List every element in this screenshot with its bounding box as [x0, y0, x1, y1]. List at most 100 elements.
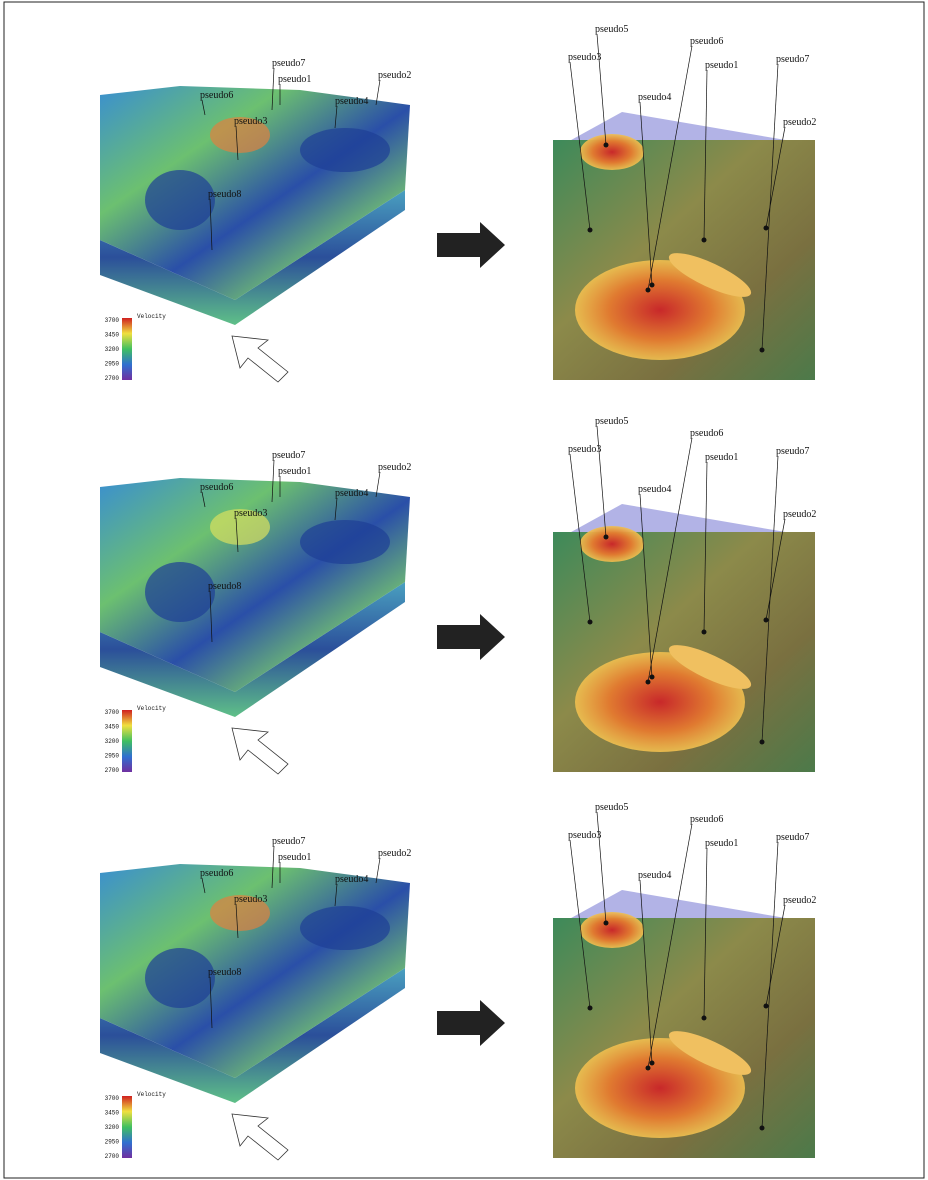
well-point [760, 1126, 765, 1131]
colorbar: Velocity37003450320029502700 [105, 313, 167, 382]
well-label: pseudo3 [568, 830, 601, 841]
well-point [702, 1016, 707, 1021]
colorbar-tick: 3450 [105, 332, 120, 339]
well-label: pseudo8 [208, 581, 241, 592]
surface-high [580, 134, 644, 170]
well-label: pseudo5 [595, 416, 628, 427]
well-label: pseudo7 [776, 54, 809, 65]
well-point [588, 1006, 593, 1011]
well-label: pseudo7 [272, 450, 305, 461]
figure-row: Velocity 3700 3450 3200 2950 2700 pseudo6 pseud… [100, 416, 816, 774]
well-point [764, 1004, 769, 1009]
well-point [702, 630, 707, 635]
well-label: pseudo1 [705, 838, 738, 849]
transform-arrow [437, 1000, 505, 1046]
surface-high [580, 526, 644, 562]
well-label: pseudo6 [200, 90, 233, 101]
well-label: pseudo5 [595, 24, 628, 35]
colorbar-tick: 3200 [105, 346, 120, 353]
well-label: pseudo4 [335, 488, 368, 499]
colorbar: Velocity 3700 3450 3200 2950 2700 [105, 1091, 167, 1160]
colorbar-tick: 2950 [105, 1139, 120, 1146]
well-label: pseudo6 [200, 482, 233, 493]
well-point [588, 620, 593, 625]
colorbar-tick: 3700 [105, 317, 120, 324]
colorbar-tick: 3700 [105, 1095, 120, 1102]
colorbar-scale [122, 318, 132, 380]
surface-high [580, 912, 644, 948]
view-arrow [232, 728, 288, 774]
well-point [646, 288, 651, 293]
well-point [702, 238, 707, 243]
figure-row: Velocity37003450320029502700pseudo6pseud… [100, 24, 816, 382]
well-label: pseudo4 [638, 870, 671, 881]
well-label: pseudo3 [234, 894, 267, 905]
colorbar-tick: 3450 [105, 1110, 120, 1117]
transform-arrow [437, 614, 505, 660]
colorbar-tick: 2950 [105, 753, 120, 760]
well-label: pseudo6 [200, 868, 233, 879]
cube-anomaly [300, 520, 390, 564]
figure-row: Velocity 3700 3450 3200 2950 2700 pseudo6 pseud… [100, 802, 816, 1160]
well-label: pseudo4 [335, 96, 368, 107]
well-label: pseudo4 [335, 874, 368, 885]
colorbar-tick: 2700 [105, 1153, 120, 1160]
well-point [646, 680, 651, 685]
colorbar-tick: 3200 [105, 1124, 120, 1131]
cube-anomaly [300, 906, 390, 950]
well-label: pseudo1 [705, 60, 738, 71]
figure: Velocity 3700 3450 3200 2950 2700 pseudo6 pseud… [0, 0, 928, 1180]
well-point [760, 348, 765, 353]
well-point [588, 228, 593, 233]
well-label: pseudo3 [234, 116, 267, 127]
well-label: pseudo2 [783, 895, 816, 906]
well-point [646, 1066, 651, 1071]
view-arrow [232, 1114, 288, 1160]
well-point [650, 1061, 655, 1066]
well-label: pseudo3 [568, 52, 601, 63]
well-label: pseudo1 [278, 466, 311, 477]
well-label: pseudo1 [278, 74, 311, 85]
well-label: pseudo2 [783, 117, 816, 128]
well-label: pseudo4 [638, 92, 671, 103]
colorbar-tick: 3200 [105, 738, 120, 745]
well-point [760, 740, 765, 745]
well-label: pseudo8 [208, 967, 241, 978]
colorbar-scale [122, 1096, 132, 1158]
well-point [650, 283, 655, 288]
well-label: pseudo2 [378, 70, 411, 81]
well-label: pseudo3 [568, 444, 601, 455]
cube-anomaly [300, 128, 390, 172]
well-label: pseudo4 [638, 484, 671, 495]
cube-anomaly [145, 948, 215, 1008]
well-label: pseudo7 [776, 446, 809, 457]
well-point [650, 675, 655, 680]
well-label: pseudo8 [208, 189, 241, 200]
well-point [604, 143, 609, 148]
well-label: pseudo7 [272, 58, 305, 69]
well-label: pseudo2 [378, 462, 411, 473]
colorbar-title: Velocity [137, 705, 166, 712]
well-label: pseudo7 [776, 832, 809, 843]
well-label: pseudo6 [690, 428, 723, 439]
well-label: pseudo5 [595, 802, 628, 813]
colorbar-tick: 2950 [105, 361, 120, 368]
well-point [764, 618, 769, 623]
colorbar-tick: 2700 [105, 767, 120, 774]
view-arrow [232, 336, 288, 382]
well-point [764, 226, 769, 231]
cube-anomaly [145, 170, 215, 230]
well-point [604, 921, 609, 926]
well-label: pseudo7 [272, 836, 305, 847]
well-label: pseudo2 [783, 509, 816, 520]
well-label: pseudo6 [690, 36, 723, 47]
colorbar: Velocity 3700 3450 3200 2950 2700 [105, 705, 167, 774]
well-label: pseudo1 [705, 452, 738, 463]
colorbar-tick: 3700 [105, 709, 120, 716]
well-label: pseudo1 [278, 852, 311, 863]
colorbar-title: Velocity [137, 313, 166, 320]
colorbar-title: Velocity [137, 1091, 166, 1098]
colorbar-tick: 3450 [105, 724, 120, 731]
well-label: pseudo6 [690, 814, 723, 825]
transform-arrow [437, 222, 505, 268]
